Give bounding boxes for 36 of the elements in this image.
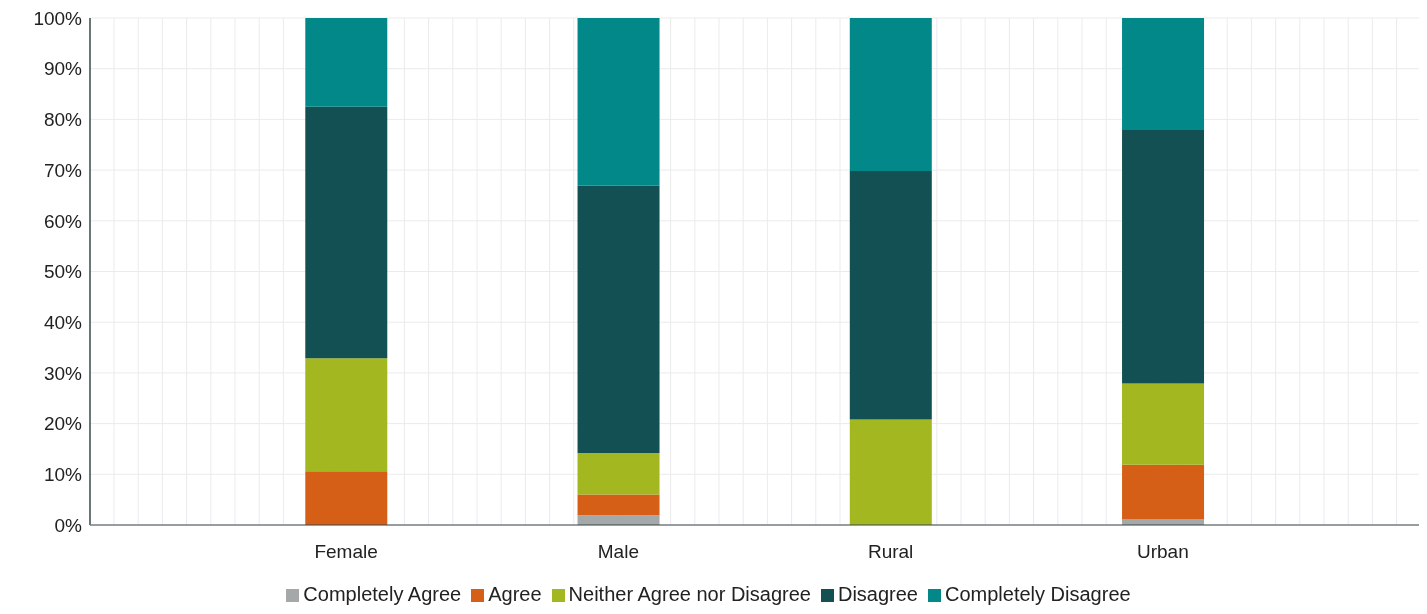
y-tick-label: 0% [54, 514, 83, 536]
legend-label: Neither Agree nor Disagree [568, 583, 811, 605]
x-tick-label: Urban [1137, 541, 1189, 563]
bar [1122, 464, 1205, 519]
bar [577, 185, 660, 454]
bar [849, 419, 932, 525]
y-tick-label: 80% [43, 109, 83, 131]
bar [305, 18, 388, 107]
bar [577, 453, 660, 495]
legend-label: Completely Disagree [945, 583, 1131, 605]
bar [305, 471, 388, 525]
bar [577, 494, 660, 516]
y-tick-label: 100% [33, 7, 83, 29]
y-tick-label: 30% [43, 362, 83, 384]
bar [577, 18, 660, 186]
y-tick-label: 50% [43, 261, 83, 283]
y-tick-label: 60% [43, 210, 83, 232]
bar [1122, 383, 1205, 465]
bar [305, 358, 388, 472]
x-tick-label: Male [597, 541, 639, 563]
legend-label: Agree [488, 583, 542, 605]
y-tick-label: 90% [43, 58, 83, 80]
legend-label: Disagree [837, 583, 918, 605]
bar [577, 515, 660, 525]
bar [1122, 130, 1205, 384]
y-tick-label: 70% [43, 159, 83, 181]
bar [305, 106, 388, 359]
bar [1122, 18, 1205, 131]
bar [849, 171, 932, 420]
x-tick-label: Rural [867, 541, 914, 563]
legend-label: Completely Agree [303, 583, 462, 605]
bar [849, 18, 932, 172]
x-tick-label: Female [314, 541, 378, 563]
y-tick-label: 20% [43, 413, 83, 435]
y-tick-label: 10% [43, 464, 83, 486]
y-tick-label: 40% [43, 311, 83, 333]
